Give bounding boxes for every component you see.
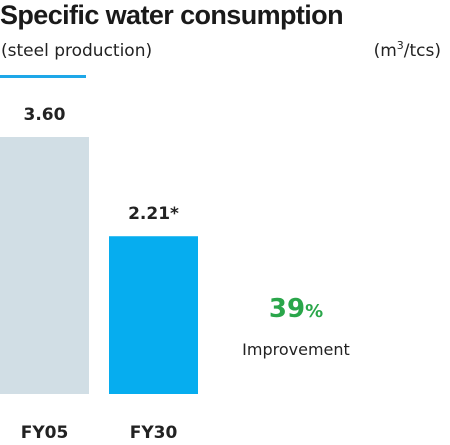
unit-label: (m3/tcs) [373,39,441,61]
category-label-fy30: FY30 [130,423,178,443]
unit-prefix: (m [373,41,397,61]
bar-fy05 [0,137,89,394]
bar-fy30 [109,236,198,394]
value-label-fy05: 3.60 [24,105,66,125]
improvement-percentage: 39% [266,294,326,324]
value-label-fy30: 2.21* [128,204,179,224]
improvement-value: 39 [268,294,306,324]
chart-subtitle: (steel production) [1,41,153,61]
improvement-label: Improvement [242,340,350,359]
unit-suffix: /tcs) [403,41,441,61]
category-label-fy05: FY05 [21,423,69,443]
title-accent-line [0,75,86,78]
unit-superscript: 3 [396,39,404,52]
improvement-percent-sign: % [305,301,324,322]
chart-title: Specific water consumption [0,0,344,30]
